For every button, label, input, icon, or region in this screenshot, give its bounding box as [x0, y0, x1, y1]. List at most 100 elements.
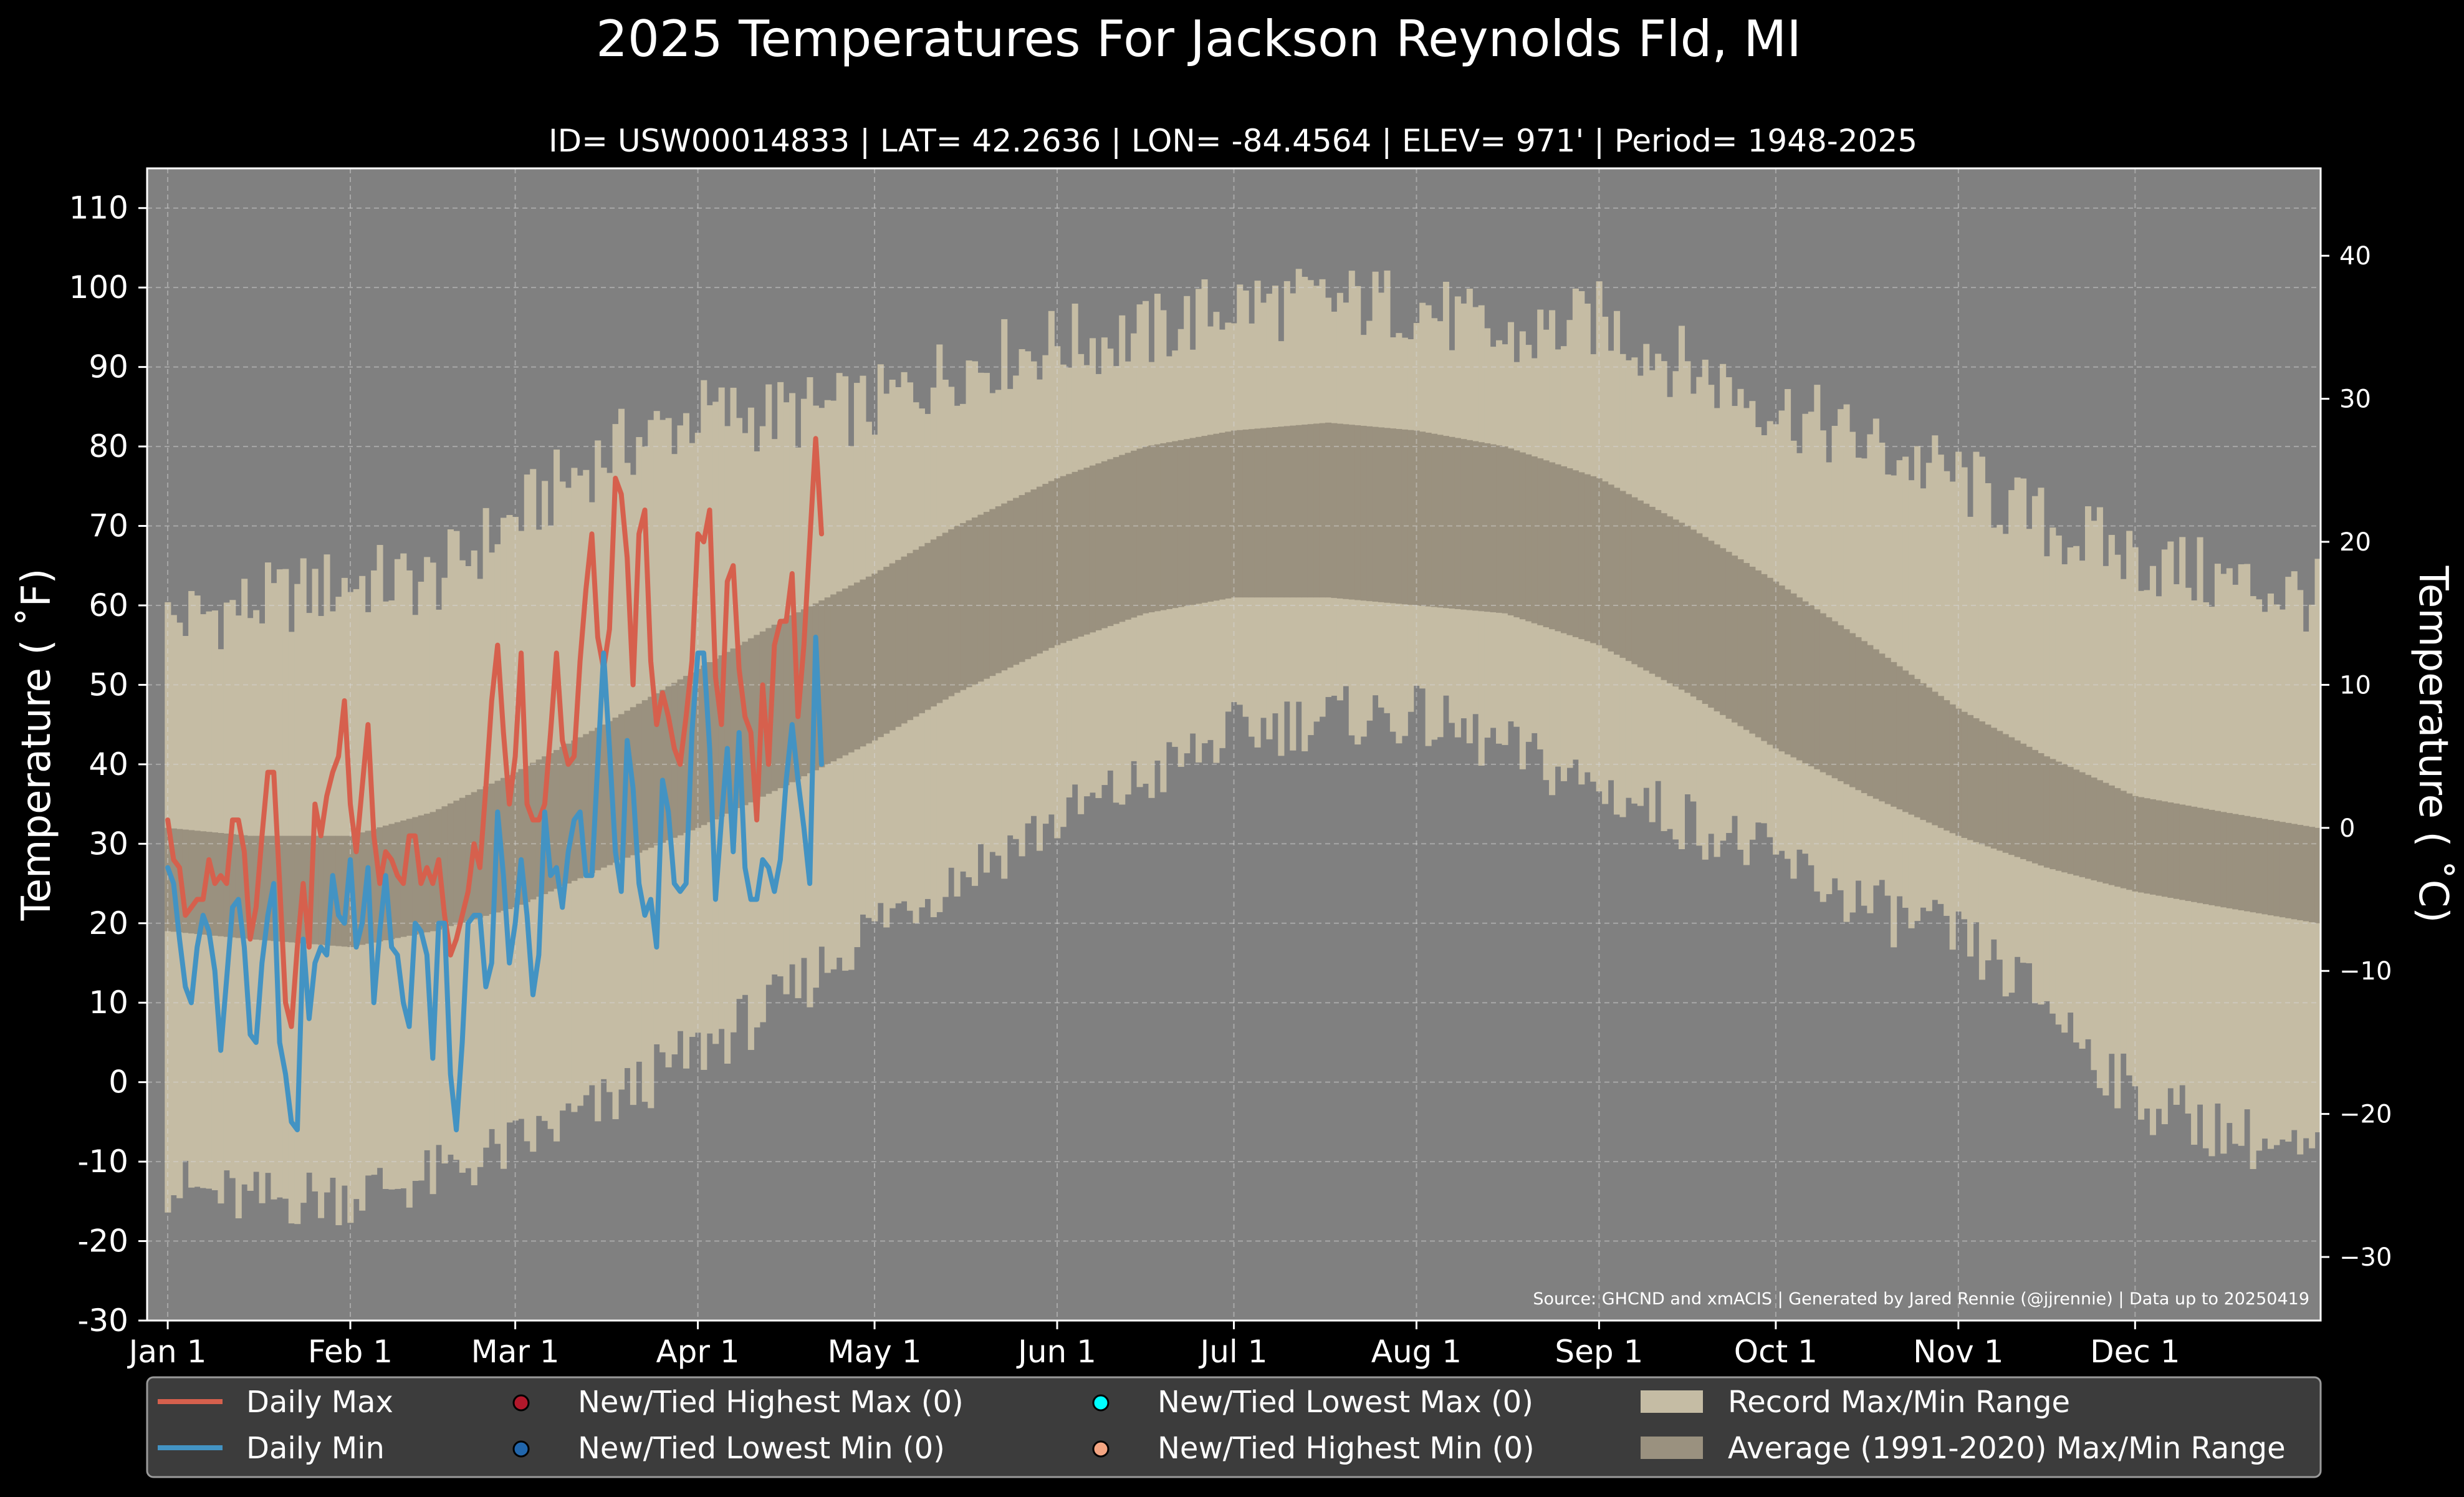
normal-range-bar	[1661, 513, 1667, 680]
normal-range-bar	[1449, 436, 1455, 609]
record-range-bar	[1925, 463, 1932, 912]
normal-range-bar	[1672, 519, 1679, 686]
normal-range-bar	[1372, 426, 1379, 602]
normal-range-bar	[394, 822, 401, 938]
record-range-bar	[2026, 529, 2033, 963]
normal-range-bar	[1196, 436, 1202, 604]
record-range-bar	[2031, 496, 2039, 1003]
x-tick-label: Apr 1	[656, 1334, 739, 1370]
normal-range-bar	[465, 795, 472, 922]
normal-range-bar	[2220, 812, 2227, 908]
normal-range-bar	[559, 746, 566, 887]
record-range-bar	[1973, 451, 1980, 923]
normal-range-bar	[1313, 423, 1320, 598]
normal-range-bar	[1260, 428, 1267, 598]
normal-range-bar	[1071, 471, 1078, 639]
record-range-bar	[1985, 483, 1992, 961]
normal-range-bar	[1160, 443, 1167, 610]
legend-new-high-min-marker	[1092, 1440, 1110, 1458]
left-tick-label: 20	[89, 905, 128, 941]
normal-range-bar	[1131, 450, 1138, 618]
right-tick-label: 0	[2339, 814, 2355, 843]
normal-range-bar	[500, 777, 507, 911]
normal-range-bar	[247, 835, 254, 940]
normal-range-bar	[1867, 645, 1874, 796]
normal-range-bar	[895, 560, 902, 727]
right-tick-label: −30	[2339, 1243, 2392, 1272]
normal-range-bar	[1796, 597, 1803, 761]
normal-range-bar	[1543, 460, 1550, 628]
normal-range-bar	[1849, 633, 1856, 787]
normal-range-bar	[1879, 653, 1886, 802]
normal-range-bar	[182, 829, 189, 933]
left-axis-ticks: -30 -20 -10 0 10 20 30 40 50 60 70 80 90 100 110	[69, 190, 147, 1339]
normal-range-bar	[1254, 428, 1261, 598]
normal-range-bar	[1442, 436, 1450, 609]
normal-range-bar	[1978, 721, 1985, 845]
normal-range-bar	[1089, 465, 1096, 633]
chart-title: 2025 Temperatures For Jackson Reynolds F…	[596, 10, 1801, 68]
normal-range-bar	[1366, 426, 1373, 602]
normal-range-bar	[1124, 453, 1131, 620]
normal-range-bar	[535, 759, 542, 897]
left-tick-label: 30	[89, 826, 128, 862]
x-tick-label: Mar 1	[471, 1334, 560, 1370]
normal-range-bar	[1336, 423, 1343, 599]
normal-range-bar	[1714, 544, 1720, 711]
normal-range-bar	[1207, 435, 1214, 602]
normal-range-bar	[1872, 649, 1879, 799]
normal-range-bar	[836, 591, 843, 759]
normal-range-bar	[2038, 753, 2045, 866]
normal-range-bar	[353, 834, 360, 946]
normal-range-bar	[1678, 522, 1685, 690]
normal-range-bar	[730, 648, 737, 811]
normal-range-bar	[930, 539, 937, 707]
normal-range-bar	[2197, 807, 2203, 903]
right-tick-label: −10	[2339, 957, 2392, 986]
normal-range-bar	[1307, 424, 1314, 598]
normal-range-bar	[235, 834, 242, 938]
normal-range-bar	[960, 523, 967, 690]
normal-range-bar	[1944, 700, 1950, 831]
normal-range-bar	[1219, 432, 1225, 600]
normal-range-bar	[918, 546, 925, 713]
normal-range-bar	[1437, 435, 1444, 608]
normal-range-bar	[1513, 450, 1520, 618]
normal-range-bar	[2108, 785, 2115, 885]
normal-range-bar	[1790, 593, 1797, 758]
normal-range-bar	[489, 783, 496, 915]
normal-range-bar	[2232, 814, 2239, 910]
normal-range-bar	[565, 743, 572, 884]
normal-range-bar	[1083, 468, 1090, 635]
normal-range-bar	[701, 665, 707, 826]
normal-range-bar	[1154, 444, 1161, 612]
legend-record-range-label: Record Max/Min Range	[1728, 1385, 2070, 1420]
x-tick-label: Dec 1	[2090, 1334, 2180, 1370]
normal-range-bar	[1048, 481, 1055, 648]
normal-range-bar	[889, 563, 896, 731]
normal-range-bar	[1967, 715, 1974, 840]
normal-range-bar	[388, 824, 395, 940]
normal-range-bar	[1025, 492, 1032, 660]
record-range-bar	[1932, 435, 1939, 900]
normal-range-bar	[1625, 494, 1632, 662]
normal-range-bar	[2079, 772, 2086, 877]
normal-range-bar	[1914, 679, 1921, 817]
normal-range-bar	[506, 775, 513, 909]
normal-range-bar	[2167, 802, 2174, 898]
normal-range-bar	[1036, 486, 1043, 654]
normal-range-bar	[1725, 552, 1732, 719]
normal-range-bar	[1396, 429, 1402, 604]
normal-range-bar	[1560, 466, 1568, 633]
right-axis-ticks: −30 −20 −10 0 10 20 30 40	[2321, 242, 2392, 1272]
normal-range-bar	[2291, 824, 2298, 920]
normal-range-bar	[1331, 423, 1338, 599]
normal-range-bar	[1631, 497, 1638, 665]
left-tick-label: 60	[89, 587, 128, 623]
normal-range-bar	[1389, 428, 1396, 604]
x-tick-label: Jul 1	[1198, 1334, 1267, 1370]
normal-range-bar	[807, 606, 813, 774]
record-range-bar	[1937, 455, 1944, 904]
normal-range-bar	[659, 690, 666, 843]
record-range-bar	[1944, 471, 1950, 916]
